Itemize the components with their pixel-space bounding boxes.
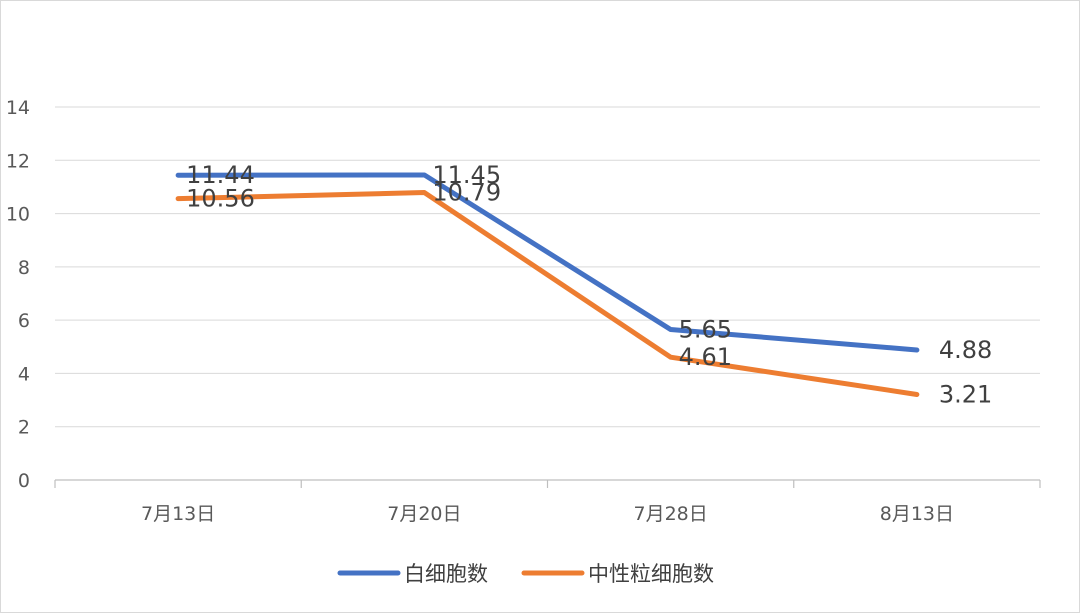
legend-item-1: 白细胞数 — [337, 562, 488, 586]
x-tick-label: 7月20日 — [387, 503, 461, 525]
legend-item-2: 中性粒细胞数 — [521, 562, 714, 586]
data-label: 5.65 — [679, 315, 732, 343]
gridlines — [55, 106, 1040, 428]
data-label: 3.21 — [939, 380, 992, 408]
series-lines — [175, 172, 920, 397]
data-label: 11.44 — [186, 161, 255, 189]
x-tick-label: 7月13日 — [141, 503, 215, 525]
y-tick-label: 0 — [18, 470, 30, 492]
data-labels: 11.44 11.45 5.65 4.88 10.56 10.79 4.61 3.21 — [186, 161, 992, 409]
x-tick-label: 7月28日 — [633, 503, 707, 525]
series-line-2 — [175, 190, 920, 397]
legend-label: 中性粒细胞数 — [588, 562, 714, 586]
y-tick-label: 6 — [18, 310, 30, 332]
data-label: 10.56 — [186, 185, 255, 213]
data-label: 10.79 — [432, 179, 501, 207]
x-tick-label: 8月13日 — [880, 503, 954, 525]
y-tick-label: 12 — [6, 150, 30, 172]
y-tick-label: 8 — [18, 257, 30, 279]
legend: 白细胞数 中性粒细胞数 — [337, 562, 714, 586]
data-label: 4.61 — [679, 343, 732, 371]
data-label: 11.45 — [432, 161, 501, 189]
y-tick-label: 4 — [18, 363, 30, 385]
x-tick-labels: 7月13日 7月20日 7月28日 8月13日 — [141, 503, 954, 525]
legend-label: 白细胞数 — [404, 562, 488, 586]
y-tick-label: 2 — [18, 417, 30, 439]
y-tick-label: 10 — [6, 204, 30, 226]
series-line-1 — [175, 172, 920, 353]
data-label: 4.88 — [939, 336, 992, 364]
y-tick-labels: 0 2 4 6 8 10 12 14 — [6, 97, 30, 492]
y-tick-label: 14 — [6, 97, 30, 119]
axes — [54, 479, 1041, 488]
